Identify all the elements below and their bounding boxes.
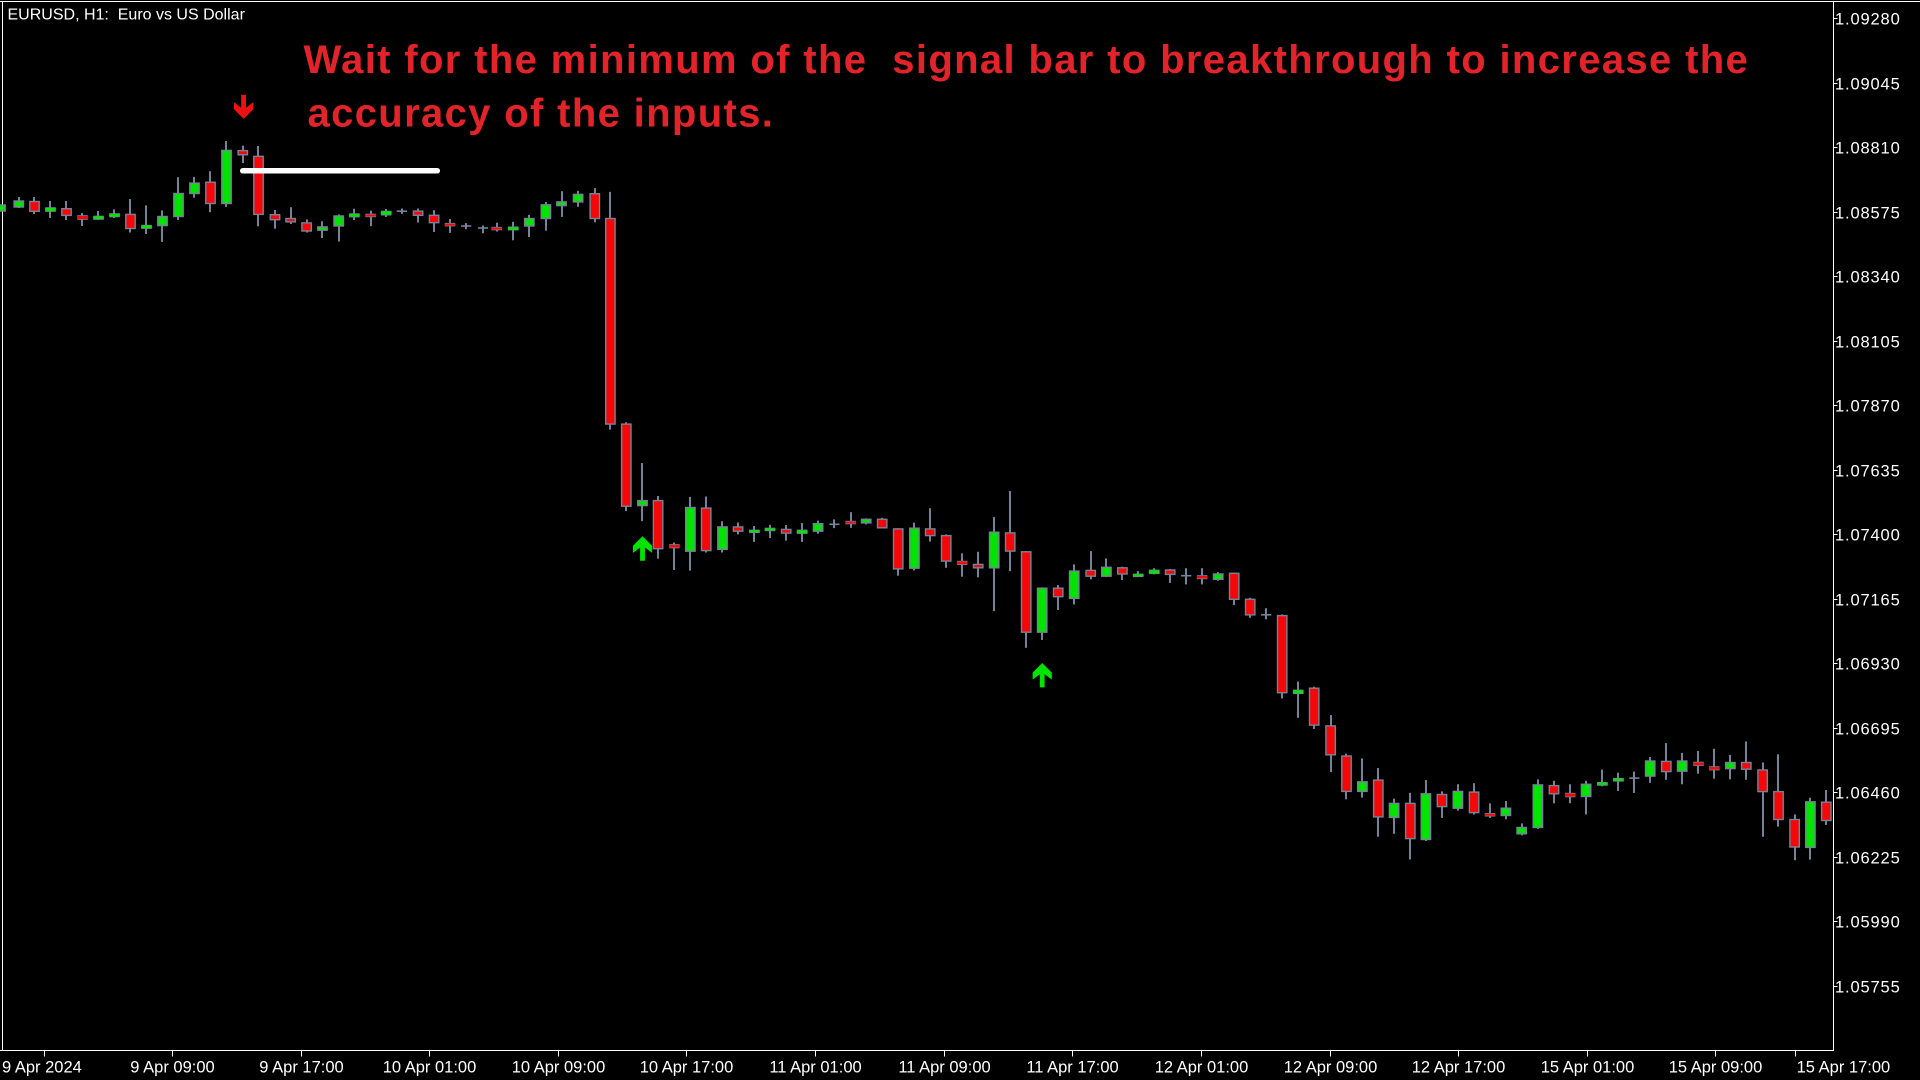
svg-text:1.07165: 1.07165 (1835, 591, 1901, 609)
svg-text:1.06930: 1.06930 (1835, 655, 1901, 673)
svg-text:1.08340: 1.08340 (1835, 268, 1901, 286)
svg-text:1.07400: 1.07400 (1835, 526, 1901, 544)
svg-text:accuracy of the inputs.: accuracy of the inputs. (308, 92, 775, 136)
svg-text:12 Apr 09:00: 12 Apr 09:00 (1284, 1059, 1378, 1077)
svg-text:11 Apr 17:00: 11 Apr 17:00 (1026, 1059, 1118, 1077)
svg-text:10 Apr 17:00: 10 Apr 17:00 (640, 1059, 734, 1077)
svg-text:15 Apr 01:00: 15 Apr 01:00 (1541, 1059, 1635, 1077)
svg-text:1.08105: 1.08105 (1835, 333, 1901, 351)
svg-text:15 Apr 17:00: 15 Apr 17:00 (1797, 1059, 1891, 1077)
svg-text:10 Apr 09:00: 10 Apr 09:00 (512, 1059, 606, 1077)
svg-text:1.06460: 1.06460 (1835, 784, 1901, 802)
svg-text:1.09045: 1.09045 (1835, 75, 1901, 93)
svg-text:1.06225: 1.06225 (1835, 849, 1901, 867)
svg-text:1.08575: 1.08575 (1835, 204, 1901, 222)
svg-text:12 Apr 17:00: 12 Apr 17:00 (1412, 1059, 1506, 1077)
svg-text:1.05755: 1.05755 (1835, 978, 1901, 996)
svg-text:9 Apr 2024: 9 Apr 2024 (2, 1059, 82, 1077)
svg-text:11 Apr 01:00: 11 Apr 01:00 (769, 1059, 861, 1077)
svg-text:1.05990: 1.05990 (1835, 913, 1901, 931)
svg-text:1.08810: 1.08810 (1835, 139, 1901, 157)
svg-text:1.06695: 1.06695 (1835, 720, 1901, 738)
svg-text:1.07635: 1.07635 (1835, 462, 1901, 480)
svg-text:EURUSD, H1: Euro vs US Dollar: EURUSD, H1: Euro vs US Dollar (8, 7, 246, 24)
svg-text:11 Apr 09:00: 11 Apr 09:00 (898, 1059, 990, 1077)
svg-text:9 Apr 17:00: 9 Apr 17:00 (259, 1059, 343, 1077)
svg-text:12 Apr 01:00: 12 Apr 01:00 (1155, 1059, 1249, 1077)
svg-text:1.09280: 1.09280 (1835, 10, 1901, 28)
svg-text:9 Apr 09:00: 9 Apr 09:00 (130, 1059, 214, 1077)
svg-text:1.07870: 1.07870 (1835, 397, 1901, 415)
svg-text:10 Apr 01:00: 10 Apr 01:00 (383, 1059, 477, 1077)
svg-text:15 Apr 09:00: 15 Apr 09:00 (1669, 1059, 1763, 1077)
svg-text:Wait for the minimum of the s: Wait for the minimum of the signal bar t… (304, 38, 1750, 82)
